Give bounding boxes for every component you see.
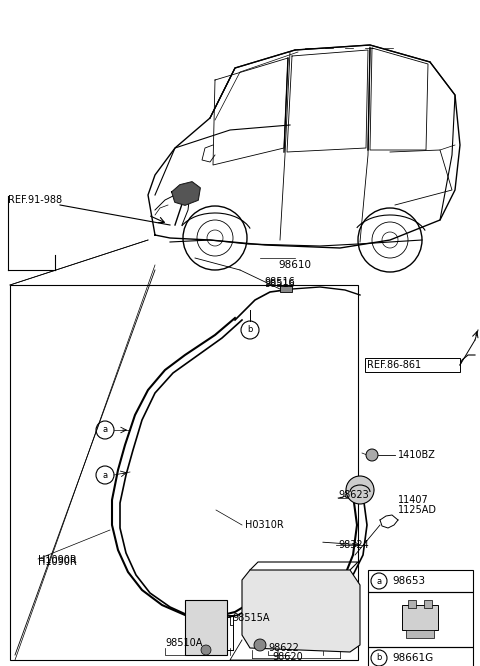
Text: 1410BZ: 1410BZ (398, 450, 436, 460)
Text: 98610: 98610 (278, 260, 312, 270)
Circle shape (346, 476, 374, 504)
Bar (406, 630, 434, 638)
Polygon shape (242, 570, 360, 652)
Bar (10, 285, 358, 660)
Bar (185, 600, 227, 655)
Polygon shape (172, 182, 200, 205)
Text: H1090R: H1090R (38, 557, 77, 567)
Text: 98516: 98516 (264, 277, 295, 287)
Text: H0310R: H0310R (245, 520, 284, 530)
Text: 98661G: 98661G (392, 653, 433, 663)
Text: 98515A: 98515A (232, 613, 269, 623)
Text: a: a (102, 426, 108, 434)
Bar (424, 600, 432, 608)
Bar (402, 605, 438, 630)
Text: 98516: 98516 (264, 279, 295, 289)
Bar (368, 592, 473, 647)
Text: 98653: 98653 (392, 576, 425, 586)
Text: 98623: 98623 (338, 490, 369, 500)
Text: 1125AD: 1125AD (398, 505, 437, 515)
Bar (368, 570, 473, 592)
Circle shape (201, 645, 211, 655)
Text: REF.86-861: REF.86-861 (367, 360, 421, 370)
Text: b: b (247, 326, 252, 334)
Text: H1090R: H1090R (38, 555, 77, 565)
Bar (365, 358, 460, 372)
Text: 98324: 98324 (338, 540, 369, 550)
Bar (280, 286, 292, 292)
Text: 98510A: 98510A (165, 638, 203, 648)
Text: 11407: 11407 (398, 495, 429, 505)
Text: REF.91-988: REF.91-988 (8, 195, 62, 205)
Circle shape (366, 449, 378, 461)
Text: 98620: 98620 (273, 652, 303, 662)
Bar (368, 647, 473, 666)
Circle shape (254, 639, 266, 651)
Text: b: b (376, 653, 382, 663)
Text: a: a (376, 577, 382, 585)
Text: a: a (102, 470, 108, 480)
Text: 98622: 98622 (268, 643, 299, 653)
Bar (408, 600, 416, 608)
